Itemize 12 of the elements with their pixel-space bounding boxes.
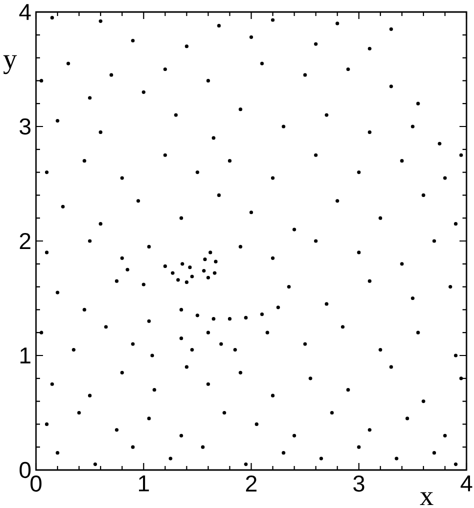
x-tick-label: 2 — [246, 476, 256, 492]
y-tick-label: 4 — [19, 4, 31, 20]
x-tick-label: 3 — [353, 476, 364, 492]
y-tick-label: 1 — [20, 348, 30, 364]
y-tick-label: 2 — [20, 232, 30, 249]
x-tick-label: 1 — [139, 476, 149, 492]
x-tick-label: 0 — [30, 476, 42, 492]
y-tick-label: 0 — [20, 462, 31, 478]
y-tick-label: 3 — [20, 118, 30, 135]
x-axis-title: x — [420, 492, 434, 505]
y-axis-title: y — [3, 55, 17, 74]
x-tick-label: 4 — [460, 476, 472, 492]
